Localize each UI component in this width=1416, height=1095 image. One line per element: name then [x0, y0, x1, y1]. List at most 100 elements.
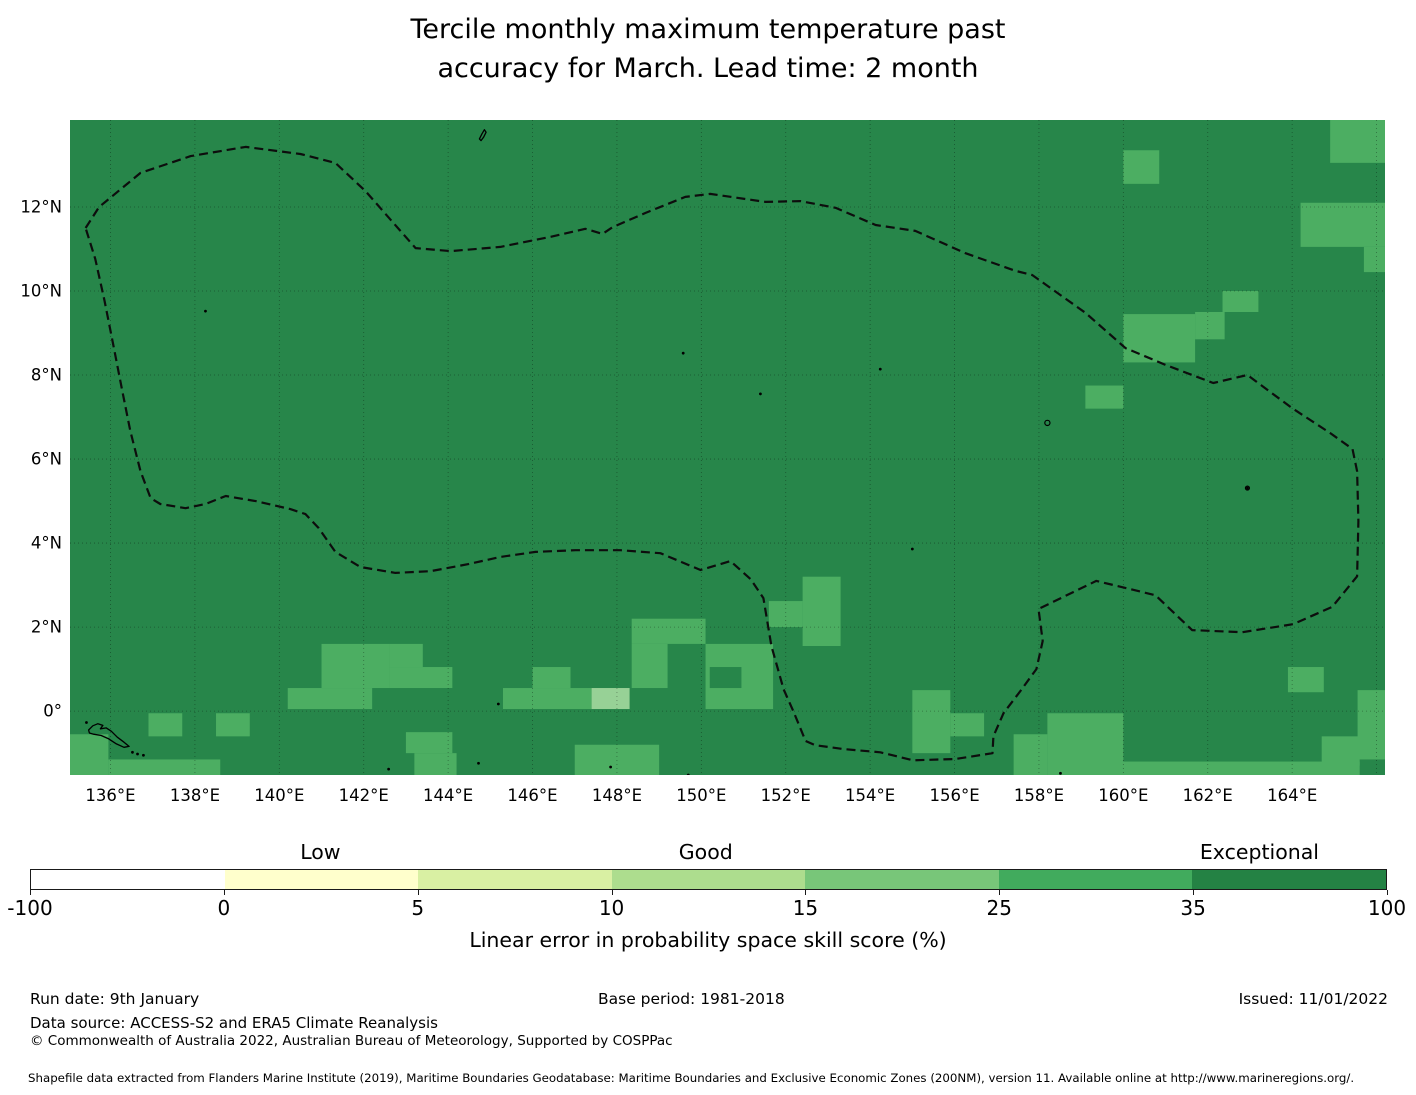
colorbar-tick-label: 15 — [792, 896, 819, 920]
colorbar-tick-label: -100 — [7, 896, 53, 920]
chart-title: Tercile monthly maximum temperature past… — [0, 10, 1416, 88]
y-tick-label: 2°N — [30, 617, 62, 637]
skill-cell — [1321, 736, 1360, 766]
x-tick-label: 138°E — [169, 786, 220, 805]
skill-cell — [1119, 761, 1360, 775]
island-speck — [1059, 771, 1062, 775]
island-speck — [142, 753, 145, 757]
chart-title-line2: accuracy for March. Lead time: 2 month — [437, 53, 979, 84]
colorbar-tick-label: 25 — [986, 896, 1013, 920]
y-tick-label: 10°N — [20, 281, 62, 301]
skill-cell — [414, 753, 457, 775]
skill-score-map — [70, 120, 1385, 777]
colorbar-category-label: Exceptional — [1199, 840, 1320, 864]
x-tick-label: 158°E — [1013, 786, 1065, 805]
colorbar-segment — [1192, 870, 1386, 889]
colorbar-segment — [998, 870, 1193, 889]
island-speck — [609, 765, 613, 769]
x-tick-label: 156°E — [929, 786, 980, 805]
skill-cell — [1363, 246, 1385, 273]
colorbar-tickmark — [805, 890, 807, 895]
island-speck — [496, 702, 500, 706]
skill-cell — [405, 732, 453, 754]
colorbar-tickmark — [999, 890, 1001, 895]
island-speck — [131, 750, 134, 754]
run-date: Run date: 9th January — [30, 990, 200, 1008]
skill-cell — [1222, 290, 1259, 313]
skill-cell — [768, 601, 803, 628]
island-speck — [759, 392, 762, 396]
x-tick-label: 144°E — [423, 786, 474, 805]
colorbar-tickmark — [223, 890, 225, 895]
x-tick-label: 146°E — [507, 786, 558, 805]
x-tick-label: 140°E — [254, 786, 305, 805]
colorbar-tickmark — [611, 890, 613, 895]
colorbar-zone: Low Good Exceptional -100 0 5 10 15 25 35 100 Lin… — [0, 836, 1416, 966]
data-source: Data source: ACCESS-S2 and ERA5 Climate … — [30, 1014, 438, 1032]
skill-cell — [216, 713, 250, 737]
island-speck — [878, 367, 882, 371]
y-tick-label: 8°N — [30, 365, 62, 385]
x-tick-label: 148°E — [591, 786, 643, 805]
skill-cell — [148, 713, 183, 737]
island-speck — [204, 309, 207, 313]
colorbar-tickmark — [30, 890, 31, 895]
skill-cell — [1085, 385, 1124, 409]
shapefile-attribution: Shapefile data extracted from Flanders M… — [28, 1071, 1355, 1085]
island-coastline — [87, 723, 130, 748]
x-tick-label: 152°E — [760, 786, 811, 805]
colorbar-tickmark — [1387, 890, 1388, 895]
skill-cell — [631, 618, 706, 644]
skill-cell — [574, 744, 660, 775]
y-tick-label: 12°N — [20, 197, 62, 217]
skill-cell — [70, 734, 109, 775]
x-tick-label: 150°E — [676, 786, 727, 805]
skill-cell — [1123, 150, 1160, 184]
skill-cell — [321, 643, 390, 689]
skill-cell — [389, 643, 423, 668]
x-tick-label: 160°E — [1098, 786, 1149, 805]
x-tick-label: 136°E — [85, 786, 136, 805]
colorbar-tick-label: 10 — [598, 896, 625, 920]
y-tick-label: 4°N — [30, 533, 62, 553]
colorbar-segment — [611, 870, 806, 889]
skill-cell — [802, 576, 841, 647]
colorbar-segment — [805, 870, 999, 889]
skill-cell — [502, 688, 533, 710]
skill-cell — [108, 759, 221, 775]
skill-cell — [532, 688, 592, 710]
base-period: Base period: 1981-2018 — [598, 990, 785, 1008]
colorbar-segment — [418, 870, 612, 889]
issued-date: Issued: 11/01/2022 — [1238, 990, 1388, 1008]
skill-cell — [950, 713, 985, 737]
map-canvas — [70, 120, 1385, 777]
x-tick-label: 154°E — [845, 786, 896, 805]
x-tick-label: 142°E — [338, 786, 389, 805]
colorbar-category-label: Good — [678, 840, 733, 864]
island-speck — [477, 761, 480, 765]
colorbar-segment — [31, 870, 225, 889]
colorbar-tickmark — [417, 890, 419, 895]
skill-cell — [1287, 667, 1324, 693]
x-tick-label: 162°E — [1182, 786, 1233, 805]
skill-cell — [631, 643, 668, 689]
colorbar-category-label: Low — [300, 840, 341, 864]
skill-cell — [532, 667, 571, 689]
skill-cell — [1357, 690, 1385, 760]
island-speck — [136, 752, 139, 756]
copyright: © Commonwealth of Australia 2022, Austra… — [30, 1033, 673, 1049]
skill-cell — [709, 667, 742, 689]
island-speck — [85, 721, 88, 724]
colorbar — [30, 869, 1387, 890]
island-speck — [681, 351, 685, 355]
island-ring — [1244, 485, 1251, 491]
skill-cell — [1013, 734, 1048, 775]
colorbar-tick-label: 5 — [411, 896, 425, 920]
island-speck — [910, 547, 914, 551]
chart-title-line1: Tercile monthly maximum temperature past — [410, 14, 1006, 45]
colorbar-tickmark — [1193, 890, 1195, 895]
colorbar-tick-label: 35 — [1180, 896, 1206, 920]
island-coastline — [478, 129, 487, 142]
colorbar-segment — [224, 870, 419, 889]
